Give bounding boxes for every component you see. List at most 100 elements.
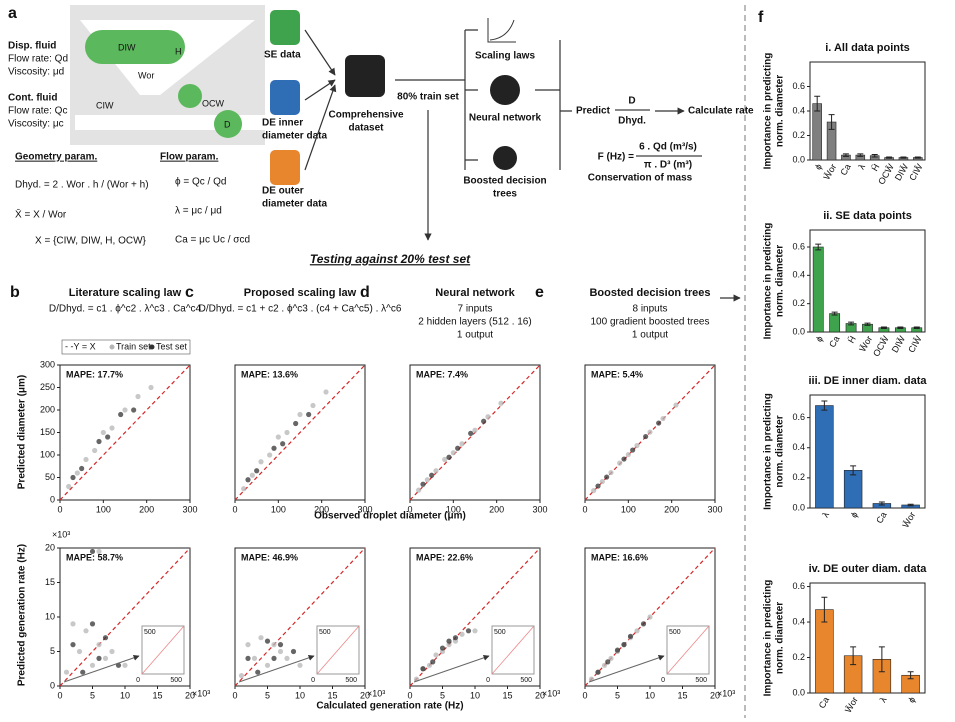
point [430,659,436,665]
point [70,642,76,648]
point [604,474,610,480]
legend-entry: Train set [116,341,151,351]
x-tick-label: H̄ [846,334,858,345]
legend-swatch [109,344,115,350]
x-tick-label: DIW̄ [893,162,911,183]
point [625,451,631,458]
annotation: MAPE: 22.6% [416,552,473,562]
point [310,402,316,409]
error-bar [828,114,835,130]
chart-title: ii. SE data points [823,210,912,222]
point [271,655,277,662]
point [323,389,329,395]
point [271,445,277,451]
point [627,633,634,639]
heading: Flow param. [160,152,219,163]
chart-title: i. All data points [825,42,910,54]
panel-text: 2 hidden layers (512 . 16) [418,317,531,328]
y-tick-label: 0.0 [792,154,805,164]
y-tick-label: 0.6 [792,412,805,422]
y-tick-label: 0.6 [792,241,805,251]
point [100,429,106,436]
y-tick-label: 0.0 [792,326,805,336]
formula: Dhyd. = 2 . Wor . h / (Wor + h) [15,180,149,191]
annotation: MAPE: 13.6% [241,369,298,379]
y-axis-title: Importance in predicting [763,223,774,340]
label: DE outer [262,186,304,197]
chart-title: iv. DE outer diam. data [809,563,928,575]
point [102,655,109,662]
x-tick-label: DIW̄ [890,334,908,355]
y-tick-label: 15 [45,577,55,587]
point [251,655,258,662]
x-tick-label: Ca [838,162,852,177]
formula: X = {CIW, DIW, H, OCW} [35,236,147,247]
panel-label: b [10,284,20,301]
y-tick-label: 0.2 [792,298,805,308]
x-tick-label: ϕ [906,695,917,704]
label: Dhyd. [618,116,646,127]
error-bar [897,326,904,329]
x-tick-label: 10 [120,690,130,700]
point [96,548,102,555]
x-tick-label: 100 [96,504,111,514]
x-tick-label: 20 [185,690,195,700]
plot-frame [409,364,541,501]
point [245,655,251,662]
x-tick-label: CIW̄ [906,334,924,355]
panel-label: e [535,284,544,301]
label: Flow rate: Qd [8,54,68,65]
formula: λ = μc / μd [175,206,222,217]
point [89,548,96,555]
bar [815,405,834,509]
x-tick-label: W̄or [821,162,838,181]
y-axis-title: norm. diameter [775,75,786,147]
bar [812,103,822,161]
axis-title: Calculated generation rate (Hz) [316,701,463,712]
x-tick-label: Ca [827,334,841,349]
y-axis-title: Importance in predicting [763,393,774,510]
chart-title: iii. DE inner diam. data [809,375,928,387]
error-bar [871,153,878,158]
point [96,655,102,662]
formula: 6 . Qd (m³/s) [639,142,697,153]
inset-arrow [63,654,140,683]
panel-label: f [758,9,764,26]
inset-tick: 500 [345,677,357,684]
label: D [628,96,635,107]
y-tick-label: 5 [50,646,55,656]
panel-label: a [8,5,17,22]
x-tick-label: 100 [621,504,636,514]
point [459,631,465,637]
inset-tick: 500 [494,629,506,636]
point [630,447,636,453]
label: DIW [118,42,136,52]
point [245,642,251,648]
legend-box [61,339,191,355]
point [79,465,85,472]
scale-label: ×10³ [367,688,385,698]
x-tick-label: λ [820,510,831,519]
panel-title: Proposed scaling law [244,287,357,299]
point [433,652,439,658]
inset-tick: 500 [695,677,707,684]
point [605,659,611,665]
x-tick-label: 300 [357,504,372,514]
point [264,638,271,644]
formula: Ca = μc Uc / σcd [175,235,250,246]
point [271,642,277,648]
point [433,468,439,474]
point [264,662,271,668]
point [102,635,109,641]
label: Conservation of mass [588,173,693,184]
inset-arrow [588,654,665,683]
panel-text: 1 output [632,330,668,341]
x-tick-label: 200 [489,504,504,514]
point [118,411,124,418]
x-tick-label: OCW̄ [876,162,896,186]
error-bar [913,326,920,329]
bar [829,313,841,333]
x-tick-label: 0 [582,690,587,700]
error-bar [886,156,893,159]
x-tick-label: 0 [232,504,237,514]
